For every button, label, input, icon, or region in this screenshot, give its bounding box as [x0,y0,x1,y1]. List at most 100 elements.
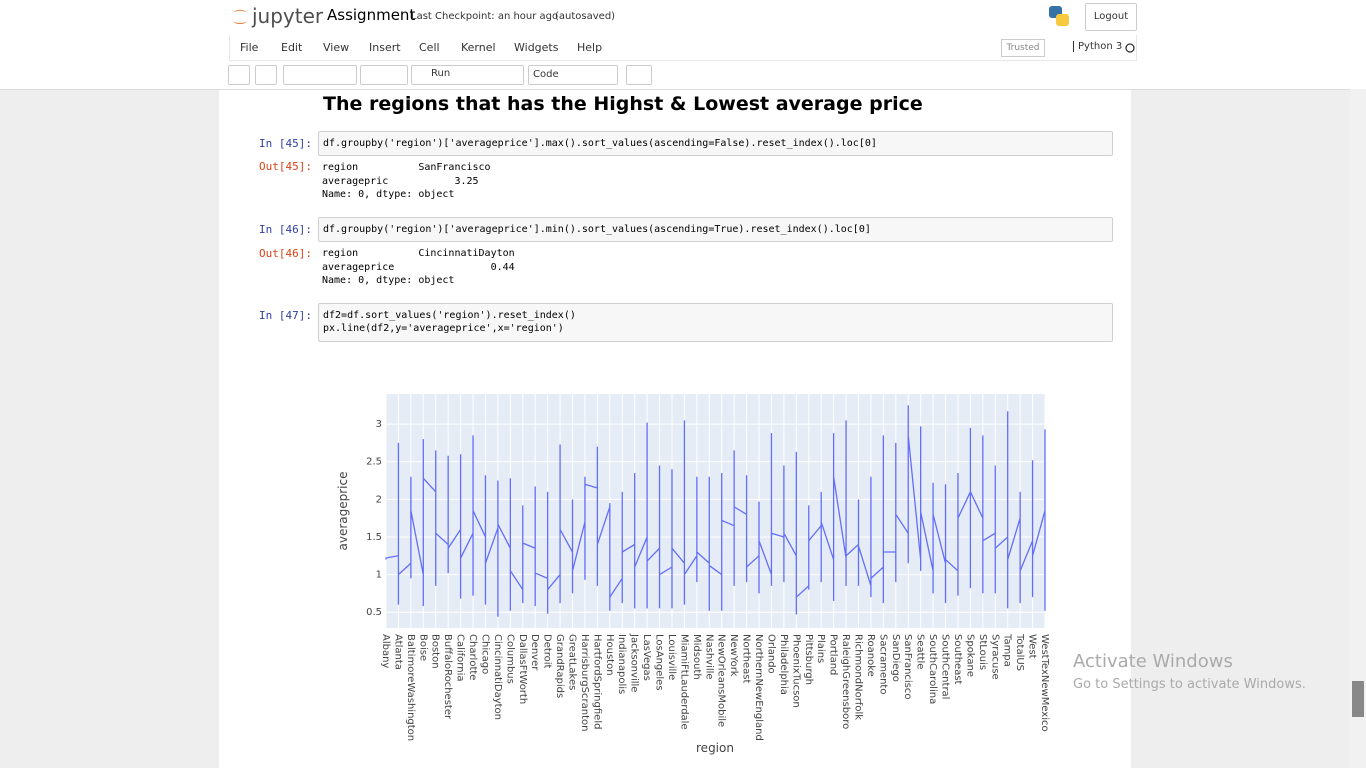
insert-button[interactable] [255,65,277,85]
y-tick-label: 3 [376,419,382,430]
code-cell[interactable]: df.groupby('region')['averageprice'].min… [318,217,1113,242]
x-tick-label: California [455,634,466,682]
y-tick-label: 1 [376,570,382,581]
logout-button[interactable]: Logout [1085,3,1137,31]
x-tick-label: Spokane [964,634,975,677]
menu-item[interactable]: Edit [281,41,303,54]
keyboard-button[interactable] [626,65,652,85]
code-cell[interactable]: df.groupby('region')['averageprice'].max… [318,131,1113,156]
x-tick-label: Chicago [479,634,490,674]
kernel-name: Python 3 [1073,41,1122,52]
kernel-status [1125,43,1135,53]
x-tick-label: Tampa [1002,633,1013,667]
trusted-indicator[interactable]: Trusted [1001,39,1045,57]
x-tick-label: Charlotte [467,634,478,680]
x-tick-label: MiamiFtLauderdale [678,634,689,730]
x-tick-label: Midsouth [691,634,702,680]
move-buttons[interactable] [360,65,408,85]
x-tick-label: GrandRapids [554,634,565,698]
x-tick-label: HartfordSpringfield [591,634,602,729]
menu-item[interactable]: File [240,41,259,54]
autosave: (autosaved) [555,11,616,22]
x-tick-label: Syracuse [989,634,1000,680]
watermark-subtitle: Go to Settings to activate Windows. [1073,677,1306,692]
x-tick-label: LosAngeles [654,634,665,691]
out-prompt: Out[45]: [259,160,312,173]
x-tick-label: Jacksonville [629,633,640,692]
menubar [0,35,1366,90]
menu-item[interactable]: Help [577,41,603,54]
x-tick-label: BuffaloRochester [442,634,453,720]
x-tick-label: Boston [430,634,441,669]
code-cell[interactable]: df2=df.sort_values('region').reset_index… [318,303,1113,342]
scroll-thumb[interactable] [1352,681,1364,717]
x-tick-label: WestTexNewMexico [1039,634,1050,732]
x-tick-label: Columbus [504,634,515,684]
run-label[interactable]: Run [431,68,451,79]
y-axis-title: averageprice [336,472,350,551]
x-tick-label: Seattle [915,634,926,669]
x-tick-label: Atlanta [392,634,403,670]
notebook-name[interactable]: Assignment [327,6,416,24]
x-tick-label: Albany [380,634,391,668]
x-tick-label: SouthCentral [940,634,951,699]
x-tick-label: SouthCarolina [927,634,938,704]
x-tick-label: Denver [529,634,540,671]
y-tick-label: 2 [376,494,382,505]
edit-buttons[interactable] [283,65,357,85]
x-tick-label: Orlando [765,634,776,674]
logo-icon [233,9,247,25]
checkpoint: Last Checkpoint: an hour ago [411,11,559,22]
in-prompt: In [45]: [259,137,312,150]
run-buttons[interactable] [411,65,524,85]
x-tick-label: SanFrancisco [902,634,913,700]
menu-item[interactable]: Insert [369,41,401,54]
data-line [385,405,1046,617]
x-tick-label: SanDiego [890,634,901,682]
in-prompt: In [47]: [259,309,312,322]
y-tick-label: 0.5 [366,607,382,618]
plot-area [386,394,1045,628]
x-axis-title: region [696,741,734,755]
save-button[interactable] [228,65,250,85]
x-tick-label: DallasFtWorth [517,634,528,704]
x-tick-label: Northeast [741,634,752,683]
x-tick-label: Portland [828,634,839,675]
x-tick-label: Louisville [666,634,677,680]
x-tick-label: Nashville [703,634,714,680]
x-tick-label: BaltimoreWashington [405,634,416,741]
x-tick-label: NewOrleansMobile [716,634,727,727]
x-tick-label: RichmondNorfolk [852,634,863,720]
x-tick-label: TotalUS [1014,633,1025,671]
x-tick-label: Roanoke [865,634,876,677]
menu-item[interactable]: Widgets [514,41,559,54]
x-tick-label: Sacramento [877,634,888,694]
scrollbar[interactable] [1350,89,1366,768]
x-tick-label: NewYork [728,634,739,677]
header: jupyter Assignment Last Checkpoint: an h… [0,0,1366,35]
x-tick-label: Plains [815,634,826,663]
x-tick-label: RaleighGreensboro [840,634,851,729]
in-prompt: In [46]: [259,223,312,236]
menu-item[interactable]: Kernel [461,41,496,54]
x-tick-label: Boise [417,634,428,661]
cell-type-select[interactable]: Code [528,65,618,85]
markdown-heading: The regions that has the Highst & Lowest… [323,93,923,115]
x-tick-label: Philadelphia [778,634,789,695]
menu-bg [229,35,1137,61]
x-tick-label: LasVegas [641,634,652,681]
python-logo [1049,6,1069,26]
x-tick-label: West [1027,634,1038,659]
watermark-title: Activate Windows [1073,651,1233,672]
menu-item[interactable]: View [323,41,350,54]
x-tick-label: Southeast [952,634,963,685]
x-tick-label: HarrisburgScranton [579,634,590,731]
menu-item[interactable]: Cell [419,41,440,54]
cell-output: region CincinnatiDayton averageprice 0.4… [322,248,515,286]
x-tick-label: Pittsburgh [803,634,814,685]
y-tick-label: 1.5 [366,532,382,543]
x-tick-label: StLouis [977,634,988,670]
logo-text: jupyter [252,4,324,28]
chart: region averageprice Albany Atlanta Baltimo… [336,394,1050,755]
x-tick-label: Detroit [542,634,553,669]
